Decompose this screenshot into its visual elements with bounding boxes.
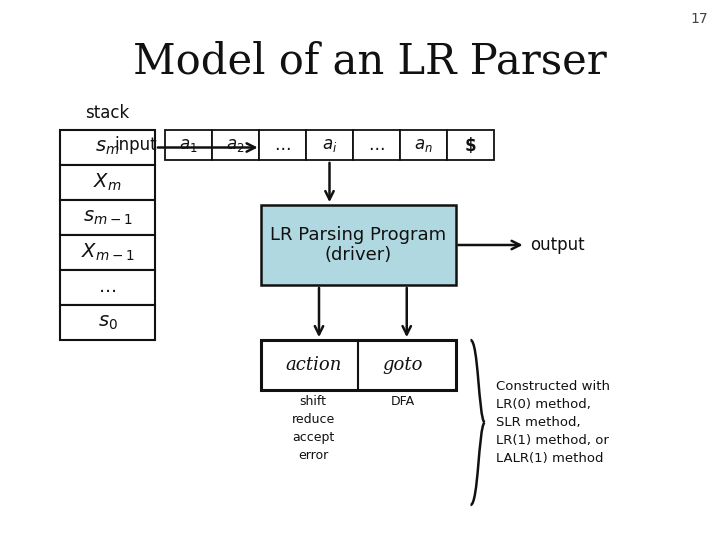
Bar (259, 130, 306, 160)
Bar (60, 130, 155, 165)
Bar (212, 130, 259, 160)
Text: $\ldots$: $\ldots$ (274, 136, 291, 154)
Bar (60, 200, 155, 235)
Text: $a_{i}$: $a_{i}$ (322, 136, 337, 154)
Bar (60, 165, 155, 200)
Bar (60, 235, 155, 270)
Text: $\ldots$: $\ldots$ (368, 136, 384, 154)
Text: shift
reduce
accept
error: shift reduce accept error (292, 395, 335, 462)
Bar (165, 130, 212, 160)
Bar (261, 205, 456, 285)
Text: stack: stack (86, 104, 130, 122)
Text: Model of an LR Parser: Model of an LR Parser (133, 40, 607, 82)
Text: goto: goto (382, 356, 423, 374)
Text: $s_{m-1}$: $s_{m-1}$ (83, 208, 132, 227)
Text: $a_{2}$: $a_{2}$ (226, 136, 245, 154)
Text: output: output (531, 236, 585, 254)
Bar (60, 305, 155, 340)
Text: Constructed with
LR(0) method,
SLR method,
LR(1) method, or
LALR(1) method: Constructed with LR(0) method, SLR metho… (497, 380, 611, 465)
Text: $\ldots$: $\ldots$ (99, 279, 117, 296)
Text: $\mathbf{\$}$: $\mathbf{\$}$ (464, 135, 477, 155)
Text: $a_{n}$: $a_{n}$ (414, 136, 433, 154)
Text: DFA: DFA (391, 395, 415, 408)
Text: input: input (114, 136, 157, 154)
Text: action: action (285, 356, 341, 374)
Bar (306, 130, 353, 160)
Text: $a_{1}$: $a_{1}$ (179, 136, 198, 154)
Bar (447, 130, 494, 160)
Bar (261, 340, 456, 390)
Text: $s_{0}$: $s_{0}$ (97, 313, 117, 332)
Text: $s_{m}$: $s_{m}$ (95, 138, 120, 157)
Text: $X_{m-1}$: $X_{m-1}$ (81, 242, 135, 263)
Text: 17: 17 (690, 12, 708, 26)
Bar (60, 270, 155, 305)
Bar (353, 130, 400, 160)
Text: LR Parsing Program
(driver): LR Parsing Program (driver) (270, 226, 446, 265)
Text: $X_{m}$: $X_{m}$ (93, 172, 122, 193)
Bar (400, 130, 447, 160)
